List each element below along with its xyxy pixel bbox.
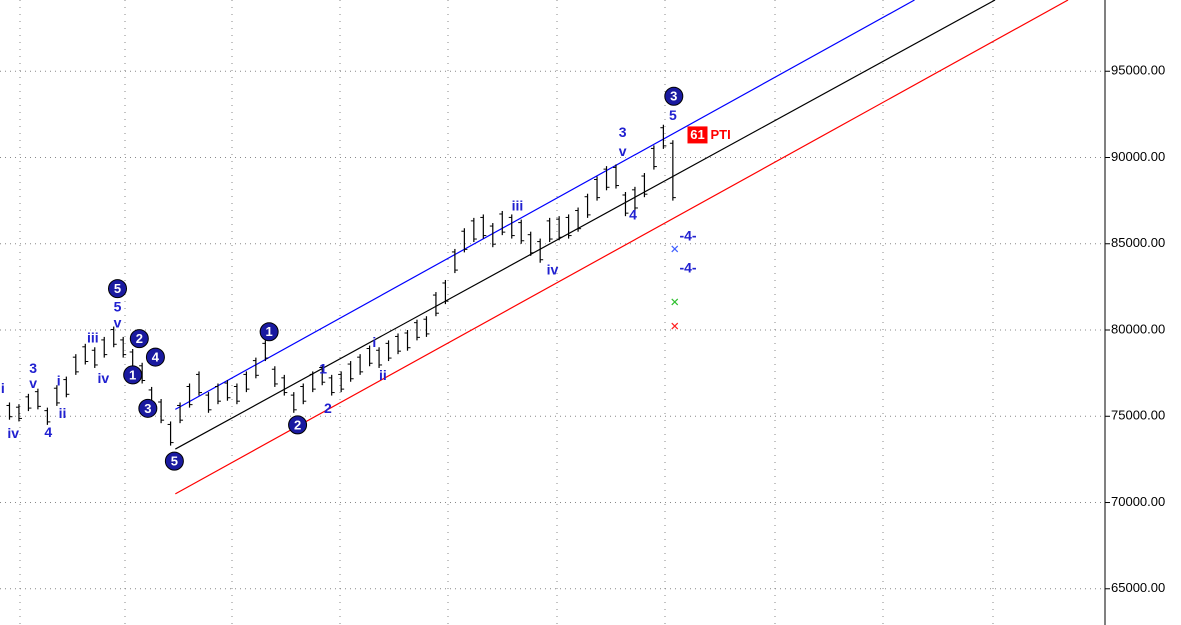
- wave-circle: [664, 86, 684, 106]
- wave-circle: [259, 322, 279, 342]
- wave-label: 4: [44, 424, 52, 440]
- wave-circle: [123, 365, 143, 385]
- wave-circle: [129, 329, 149, 349]
- wave-label: 5: [114, 298, 122, 314]
- wave-label: 5: [171, 454, 178, 469]
- y-tick-label: 70000.00: [1111, 494, 1165, 509]
- wave-label: 2: [294, 417, 301, 432]
- wave-label: i: [1, 380, 5, 396]
- wave-label: 1: [129, 367, 136, 382]
- wave-circle: [138, 398, 158, 418]
- wave-label: -4-: [679, 228, 696, 244]
- wave-label: ii: [379, 367, 387, 383]
- wave-label: -4-: [679, 259, 696, 275]
- wave-label: 4: [629, 206, 637, 222]
- wave-label: v: [29, 375, 37, 391]
- wave-label: 2: [136, 331, 143, 346]
- y-tick-label: 90000.00: [1111, 149, 1165, 164]
- wave-label: v: [619, 143, 627, 159]
- wave-label: 3: [670, 89, 677, 104]
- wave-label: 3: [29, 360, 37, 376]
- wave-label: 1: [266, 324, 273, 339]
- pti-label: PTI: [710, 127, 730, 142]
- wave-label: ii: [59, 405, 67, 421]
- wave-label: iv: [547, 262, 559, 278]
- wave-label: iii: [87, 329, 99, 345]
- target-marker: [671, 322, 679, 330]
- y-tick-label: 95000.00: [1111, 63, 1165, 78]
- wave-label: iv: [97, 370, 109, 386]
- wave-circle: [145, 347, 165, 367]
- wave-label: i: [57, 372, 61, 388]
- wave-label: 3: [144, 401, 151, 416]
- wave-label: iii: [512, 197, 524, 213]
- target-marker: [671, 245, 679, 253]
- wave-label: i: [372, 334, 376, 350]
- wave-label: 2: [324, 400, 332, 416]
- pti-value: 61: [690, 127, 704, 142]
- wave-circle: [164, 451, 184, 471]
- target-marker: [671, 298, 679, 306]
- wave-circle: [108, 279, 128, 299]
- wave-label: 4: [152, 350, 160, 365]
- y-tick-label: 80000.00: [1111, 321, 1165, 336]
- wave-label: 3: [619, 124, 627, 140]
- y-tick-label: 75000.00: [1111, 408, 1165, 423]
- y-tick-label: 85000.00: [1111, 235, 1165, 250]
- trend-line: [175, 0, 915, 410]
- wave-label: iv: [7, 425, 19, 441]
- wave-label: v: [114, 315, 122, 331]
- pti-box: [687, 126, 708, 144]
- wave-label: 5: [114, 281, 121, 296]
- trend-line: [175, 0, 1069, 495]
- wave-circle: [288, 415, 308, 435]
- wave-label: 1: [319, 360, 327, 376]
- wave-label: 5: [669, 107, 677, 123]
- y-tick-label: 65000.00: [1111, 580, 1165, 595]
